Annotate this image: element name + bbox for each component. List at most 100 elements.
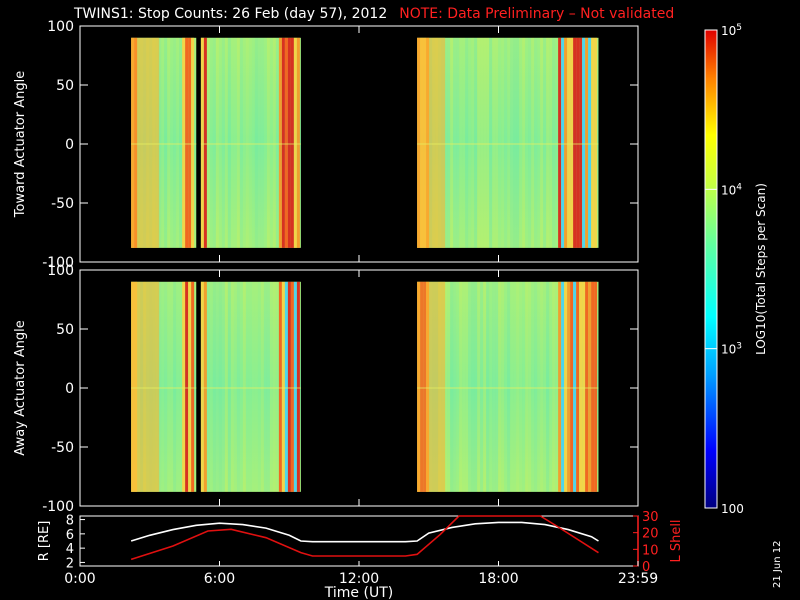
stripe xyxy=(164,37,168,248)
y-tick-label: -100 xyxy=(42,499,74,515)
stripe xyxy=(287,281,291,492)
stripe xyxy=(459,37,463,248)
data-block xyxy=(131,37,197,248)
stripe xyxy=(185,37,189,248)
stripe xyxy=(233,281,237,492)
stripe xyxy=(543,37,547,248)
stripe xyxy=(531,281,535,492)
stripe xyxy=(540,281,544,492)
stripe xyxy=(462,281,466,492)
colorbar-tick-label: 104 xyxy=(721,182,742,197)
left-tick-label: 8 xyxy=(66,514,74,529)
stripe xyxy=(200,281,204,492)
data-block xyxy=(417,37,599,248)
stripe xyxy=(552,37,556,248)
stripe xyxy=(158,281,162,492)
edge-band xyxy=(417,37,446,248)
stripe xyxy=(251,281,255,492)
stripe xyxy=(459,281,463,492)
stripe xyxy=(182,281,186,492)
stripe xyxy=(558,37,562,248)
stripe xyxy=(281,37,285,248)
stripe xyxy=(200,37,204,248)
stripe xyxy=(576,281,580,492)
stripe xyxy=(567,37,571,248)
stripe xyxy=(221,281,225,492)
stripe xyxy=(242,37,246,248)
stripe xyxy=(513,37,517,248)
stripe xyxy=(456,37,460,248)
stripe xyxy=(173,281,177,492)
stripe xyxy=(164,281,168,492)
stripe xyxy=(561,281,565,492)
edge-band xyxy=(131,37,160,248)
stripe xyxy=(293,37,297,248)
stripe xyxy=(480,281,484,492)
stripe xyxy=(537,281,541,492)
stripe xyxy=(474,37,478,248)
stripe xyxy=(173,37,177,248)
stripe xyxy=(296,37,300,248)
panel-middle: 100 50 0 -50 -100 Away Actuator Angle xyxy=(13,263,639,515)
stripe xyxy=(492,37,496,248)
stripe xyxy=(453,281,457,492)
left-tick-label: 4 xyxy=(66,542,74,557)
title-note: NOTE: Data Preliminary – Not validated xyxy=(399,6,675,22)
colorbar-label: LOG10(Total Steps per Scan) xyxy=(754,183,768,355)
right-tick-label: 20 xyxy=(642,527,659,542)
plot-title: TWINS1: Stop Counts: 26 Feb (day 57), 20… xyxy=(74,6,674,22)
stripe xyxy=(471,37,475,248)
stripe xyxy=(296,281,300,492)
stripe xyxy=(528,281,532,492)
x-tick-label: 6:00 xyxy=(204,571,235,587)
stripe xyxy=(468,37,472,248)
stripe xyxy=(248,281,252,492)
stripe xyxy=(594,37,598,248)
stripe xyxy=(167,37,171,248)
y-tick-label: 100 xyxy=(47,263,74,279)
x-tick-label: 23:59 xyxy=(618,571,658,587)
panel-top: 100 50 0 -50 -100 Toward Actuator Angle xyxy=(13,19,639,271)
stripe xyxy=(591,37,595,248)
y-tick-label: 100 xyxy=(47,19,74,35)
stripe xyxy=(179,281,183,492)
data-block xyxy=(131,281,197,492)
y-tick-label: 50 xyxy=(56,78,74,94)
stripe xyxy=(516,37,520,248)
stripe xyxy=(218,37,222,248)
stripe xyxy=(510,281,514,492)
stripe xyxy=(549,37,553,248)
stripe xyxy=(480,37,484,248)
stripe xyxy=(534,281,538,492)
stripe xyxy=(507,281,511,492)
stripe xyxy=(275,281,279,492)
stripe xyxy=(272,37,276,248)
stripe xyxy=(564,281,568,492)
stripe xyxy=(525,281,529,492)
stripe xyxy=(176,281,180,492)
stripe xyxy=(582,37,586,248)
stripe xyxy=(257,37,261,248)
stripe xyxy=(501,281,505,492)
stripe xyxy=(257,281,261,492)
y-tick-label: 0 xyxy=(65,137,74,153)
stripe xyxy=(558,281,562,492)
y-tick-label: -100 xyxy=(42,255,74,271)
stripe xyxy=(444,281,448,492)
stripe xyxy=(269,37,273,248)
stripe xyxy=(447,281,451,492)
stripe xyxy=(594,281,598,492)
stripe xyxy=(209,281,213,492)
stripe xyxy=(591,281,595,492)
stripe xyxy=(221,37,225,248)
stripe xyxy=(489,37,493,248)
stripe xyxy=(212,37,216,248)
x-tick-label: 12:00 xyxy=(339,571,379,587)
stripe xyxy=(269,281,273,492)
stripe xyxy=(504,281,508,492)
stripe xyxy=(576,37,580,248)
stripe xyxy=(191,281,195,492)
stripe xyxy=(260,281,264,492)
y-axis-label: Away Actuator Angle xyxy=(13,320,28,455)
stripe xyxy=(453,37,457,248)
